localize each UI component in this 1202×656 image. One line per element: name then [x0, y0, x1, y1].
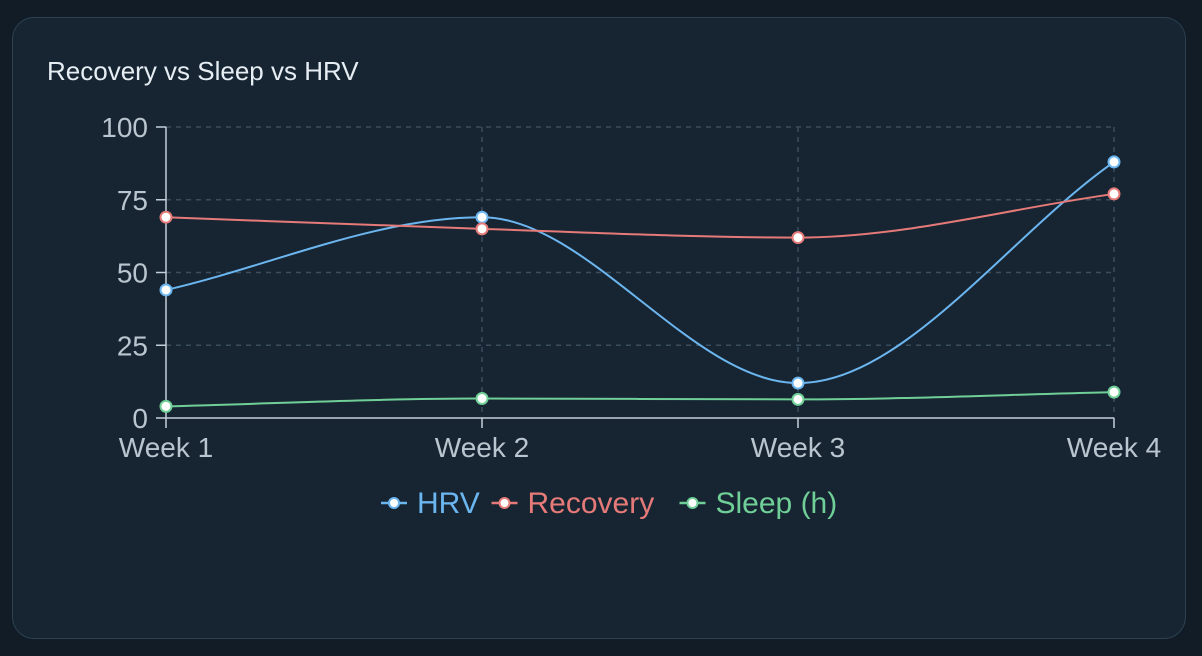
series-layer — [159, 155, 1121, 413]
axis-layer: 0 25 50 75 100 Week 1 Week 2 Week 3 Week 4 — [101, 112, 1161, 463]
data-point-sleep-h[interactable] — [159, 399, 173, 413]
legend-label: HRV — [417, 487, 480, 520]
y-tick-label: 0 — [132, 403, 148, 434]
y-tick-label: 100 — [101, 112, 148, 143]
data-point-sleep-h[interactable] — [475, 392, 489, 406]
x-tick-label: Week 4 — [1067, 432, 1161, 463]
legend: HRV Recovery Sleep (h) — [381, 487, 837, 520]
chart-card: Recovery vs Sleep vs HRV — [12, 17, 1186, 639]
legend-swatch-marker — [686, 497, 699, 509]
data-point-recovery[interactable] — [159, 210, 173, 224]
y-tick-label: 50 — [117, 258, 148, 289]
legend-swatch-marker — [498, 497, 511, 509]
data-point-hrv[interactable] — [1107, 155, 1121, 169]
data-point-recovery[interactable] — [791, 231, 805, 245]
x-tick-label: Week 2 — [435, 432, 529, 463]
data-point-recovery[interactable] — [475, 222, 489, 236]
series-line-recovery — [165, 192, 1115, 239]
data-point-hrv[interactable] — [475, 210, 489, 224]
y-tick-label: 75 — [117, 185, 148, 216]
grid-layer — [166, 126, 1115, 418]
series-line-sleep-h — [165, 391, 1115, 408]
x-tick-label: Week 1 — [119, 432, 213, 463]
legend-item-hrv[interactable]: HRV — [381, 487, 480, 520]
data-point-sleep-h[interactable] — [791, 392, 805, 406]
data-point-hrv[interactable] — [159, 283, 173, 297]
x-tick-label: Week 3 — [751, 432, 845, 463]
y-tick-label: 25 — [117, 330, 148, 361]
data-point-recovery[interactable] — [1107, 187, 1121, 201]
series-line-hrv — [165, 161, 1115, 385]
legend-item-sleep-h[interactable]: Sleep (h) — [679, 487, 838, 520]
legend-label: Recovery — [528, 487, 655, 520]
legend-label: Sleep (h) — [716, 487, 838, 520]
legend-item-recovery[interactable]: Recovery — [491, 487, 655, 520]
data-point-hrv[interactable] — [791, 376, 805, 390]
chart-title: Recovery vs Sleep vs HRV — [47, 56, 359, 86]
data-point-sleep-h[interactable] — [1107, 385, 1121, 399]
legend-swatch-marker — [388, 497, 400, 509]
